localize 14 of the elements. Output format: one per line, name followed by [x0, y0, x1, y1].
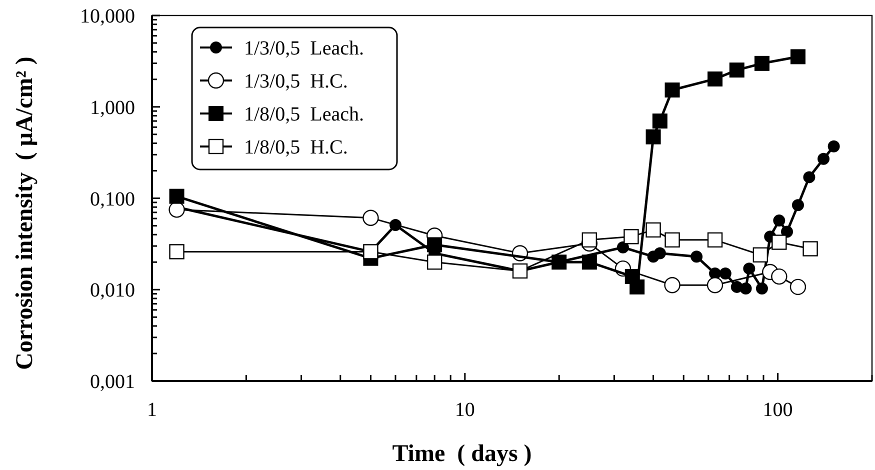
x-tick-label: 10	[454, 399, 475, 421]
y-tick-label: 1,000	[90, 96, 135, 119]
legend-label: 1/3/0,5 Leach.	[244, 38, 364, 60]
y-tick-label: 0,100	[90, 188, 135, 210]
x-axis-title: Time ( days )	[392, 441, 532, 467]
y-tick-label: 0,001	[90, 371, 135, 393]
x-tick-label: 1	[147, 399, 157, 421]
x-tick-label: 100	[762, 399, 793, 421]
legend-label: 1/8/0,5 Leach.	[244, 104, 364, 126]
y-tick-label: 0,010	[90, 280, 135, 302]
y-tick-label: 10,000	[80, 6, 135, 28]
legend-label: 1/8/0,5 H.C.	[244, 136, 348, 158]
legend-label: 1/3/0,5 H.C.	[244, 70, 348, 92]
y-axis-title: Corrosion intensity ( µA/cm² )	[12, 56, 38, 370]
